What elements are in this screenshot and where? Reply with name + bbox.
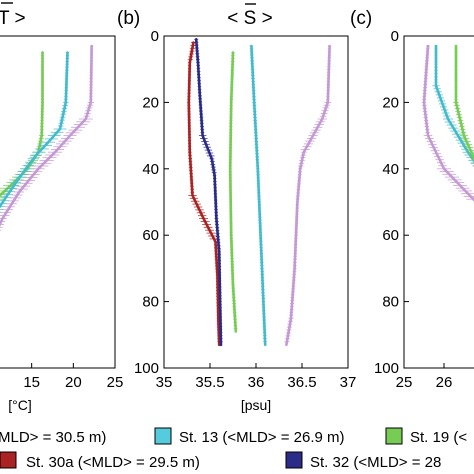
panel-c-series-0-line: [422, 44, 474, 202]
legend-label-4: St. 32 (<MLD> = 28: [310, 454, 441, 471]
panel-c: (c) 25 26 0 20 40 60 80 100: [350, 8, 474, 391]
panel-c-axes: [403, 35, 474, 369]
panel-a-title: T >: [0, 8, 26, 29]
panel-b-ytick-label: 60: [142, 227, 159, 244]
panel-c-xtick-label: 25: [396, 374, 413, 391]
panel-b-series: [187, 38, 332, 347]
panel-c-label: (c): [350, 8, 372, 29]
panel-a-xtick-label: 15: [23, 374, 40, 391]
panel-b-ticks: 35 35.5 36 36.5 37 0 20 40 60 80 100: [134, 28, 356, 391]
panel-b-ytick-label: 0: [151, 28, 159, 45]
panel-b-title: < S >: [227, 8, 272, 29]
panel-b-series-2-line: [228, 51, 238, 333]
panel-a-series: [0, 44, 94, 231]
legend-swatch-2: [385, 427, 403, 445]
panel-c-ytick-label: 60: [382, 227, 399, 244]
panel-a-xtick-label: 20: [65, 374, 82, 391]
legend-label-2: St. 19 (<: [410, 429, 467, 446]
legend-swatch-4: [285, 451, 303, 469]
legend-label-0: MLD> = 30.5 m): [0, 429, 106, 446]
panel-a: T > 15 20 25 [°C]: [0, 2, 123, 413]
panel-b-label: (b): [117, 8, 140, 29]
panel-b-ytick-label: 20: [142, 94, 159, 111]
panel-a-axes: [0, 35, 116, 369]
panel-b-xtick-label: 36: [248, 374, 265, 391]
panel-b-xlabel: [psu]: [241, 397, 271, 413]
panel-c-ytick-label: 0: [391, 28, 399, 45]
panel-b-xtick-label: 35: [156, 374, 173, 391]
panel-a-xlabel: [°C]: [8, 397, 32, 413]
legend-swatch-3: [0, 451, 17, 469]
panel-c-xtick-label: 26: [436, 374, 453, 391]
panel-c-ytick-label: 80: [382, 294, 399, 311]
panel-b: (b) < S > 35 35.5 36 36.5 37 0 20 40 60 80 100 [ps…: [117, 3, 356, 413]
panel-a-xtick-label: 25: [107, 374, 124, 391]
panel-b-ytick-label: 40: [142, 161, 159, 178]
panel-b-xtick-label: 37: [340, 374, 357, 391]
panel-b-xtick-label: 36.5: [287, 374, 316, 391]
legend: MLD> = 30.5 m) St. 13 (<MLD> = 26.9 m) S…: [0, 427, 467, 471]
panel-b-series-4-line: [285, 44, 331, 347]
panel-b-axes: [163, 35, 349, 369]
legend-label-1: St. 13 (<MLD> = 26.9 m): [179, 429, 345, 446]
panel-c-ticks: 25 26 0 20 40 60 80 100: [374, 28, 452, 391]
panel-c-series: [421, 44, 474, 202]
panel-c-ytick-label: 20: [382, 94, 399, 111]
panel-a-ticks: 15 20 25: [23, 363, 123, 391]
panel-b-xtick-label: 35.5: [195, 374, 224, 391]
legend-label-3: St. 30a (<MLD> = 29.5 m): [26, 454, 200, 471]
panel-c-ytick-label: 40: [382, 161, 399, 178]
panel-b-ytick-label: 80: [142, 294, 159, 311]
legend-swatch-1: [154, 427, 172, 445]
panel-b-ytick-label: 100: [134, 360, 159, 377]
panel-c-ytick-label: 100: [374, 360, 399, 377]
